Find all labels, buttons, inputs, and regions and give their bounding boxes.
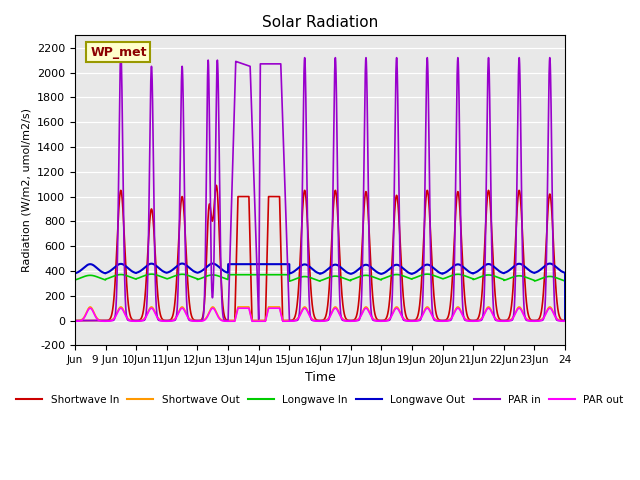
Legend: Shortwave In, Shortwave Out, Longwave In, Longwave Out, PAR in, PAR out: Shortwave In, Shortwave Out, Longwave In…	[12, 391, 628, 409]
Title: Solar Radiation: Solar Radiation	[262, 15, 378, 30]
Y-axis label: Radiation (W/m2, umol/m2/s): Radiation (W/m2, umol/m2/s)	[21, 108, 31, 272]
Text: WP_met: WP_met	[90, 46, 147, 59]
X-axis label: Time: Time	[305, 371, 335, 384]
